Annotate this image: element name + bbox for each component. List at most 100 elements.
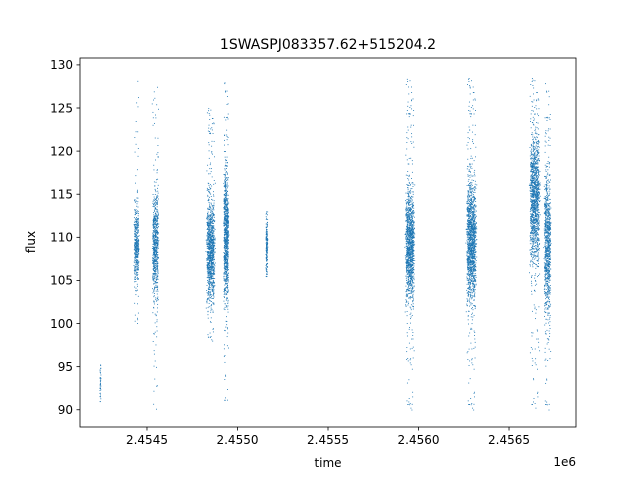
data-point — [411, 247, 413, 249]
data-point — [406, 279, 407, 281]
data-point — [208, 281, 210, 283]
data-point — [214, 284, 216, 286]
data-point — [225, 191, 226, 193]
data-point — [155, 236, 157, 238]
data-point — [226, 165, 227, 167]
data-point — [407, 253, 409, 255]
data-point — [209, 229, 210, 231]
data-point — [226, 129, 228, 131]
data-point — [212, 232, 214, 233]
data-point — [156, 242, 158, 244]
data-point — [155, 225, 157, 227]
data-point — [134, 229, 136, 231]
data-point — [155, 242, 157, 244]
data-point — [226, 261, 228, 263]
data-point — [227, 208, 229, 210]
data-point — [153, 288, 155, 290]
data-point — [137, 312, 139, 314]
data-point — [212, 245, 214, 246]
data-point — [409, 322, 411, 324]
data-point — [470, 205, 472, 207]
data-point — [211, 275, 212, 277]
data-point — [412, 210, 414, 212]
data-point — [209, 208, 211, 210]
data-point — [265, 248, 267, 250]
data-point — [406, 290, 408, 292]
data-point — [213, 272, 215, 274]
data-point — [100, 367, 102, 369]
data-point — [213, 268, 215, 270]
data-point — [412, 308, 414, 310]
data-point — [210, 297, 212, 299]
data-point — [412, 232, 414, 233]
data-point — [409, 113, 411, 115]
data-point — [134, 137, 136, 139]
data-point — [405, 220, 407, 222]
data-point — [409, 174, 410, 176]
data-point — [134, 258, 136, 260]
data-point — [207, 222, 209, 224]
data-point — [408, 229, 410, 231]
data-point — [211, 283, 213, 285]
data-point — [224, 151, 226, 153]
data-point — [410, 220, 412, 222]
data-point — [407, 221, 409, 223]
data-point — [156, 215, 158, 217]
data-point — [152, 273, 154, 274]
data-point — [411, 264, 412, 266]
data-point — [411, 329, 413, 331]
data-point — [153, 247, 155, 249]
data-point — [411, 220, 413, 221]
data-point — [135, 239, 137, 241]
data-point — [226, 278, 228, 280]
data-point — [226, 218, 228, 219]
data-point — [153, 214, 155, 216]
data-point — [212, 209, 214, 211]
data-point — [470, 280, 472, 282]
data-point — [226, 156, 228, 158]
data-point — [226, 327, 228, 329]
data-point — [208, 336, 210, 338]
data-point — [214, 238, 215, 240]
data-point — [466, 274, 468, 276]
data-point — [134, 252, 135, 254]
data-point — [410, 157, 412, 159]
data-point — [226, 227, 228, 229]
data-point — [411, 261, 413, 263]
data-point — [208, 244, 210, 246]
data-point — [156, 221, 158, 223]
data-point — [135, 232, 137, 233]
data-point — [154, 200, 156, 202]
data-point — [224, 270, 226, 272]
data-point — [410, 276, 412, 277]
data-point — [210, 263, 212, 265]
data-point — [266, 246, 268, 248]
data-point — [156, 230, 158, 232]
data-point — [208, 110, 210, 112]
data-point — [476, 226, 478, 228]
data-point — [210, 282, 211, 284]
data-point — [157, 282, 159, 284]
data-point — [410, 276, 412, 278]
data-point — [225, 178, 226, 180]
data-point — [154, 254, 156, 256]
data-point — [411, 261, 413, 263]
data-point — [226, 235, 227, 237]
data-point — [407, 188, 409, 190]
data-point — [412, 267, 414, 269]
data-point — [409, 229, 411, 231]
data-point — [208, 283, 210, 285]
data-point — [224, 213, 226, 215]
data-point — [467, 319, 469, 321]
data-point — [413, 237, 415, 239]
data-point — [406, 276, 408, 278]
data-point — [225, 231, 227, 232]
data-point — [467, 208, 469, 209]
data-point — [411, 207, 413, 209]
data-point — [209, 257, 211, 259]
data-point — [210, 193, 212, 195]
data-point — [226, 258, 227, 260]
data-point — [211, 289, 213, 291]
data-point — [154, 188, 156, 190]
data-point — [470, 157, 472, 159]
